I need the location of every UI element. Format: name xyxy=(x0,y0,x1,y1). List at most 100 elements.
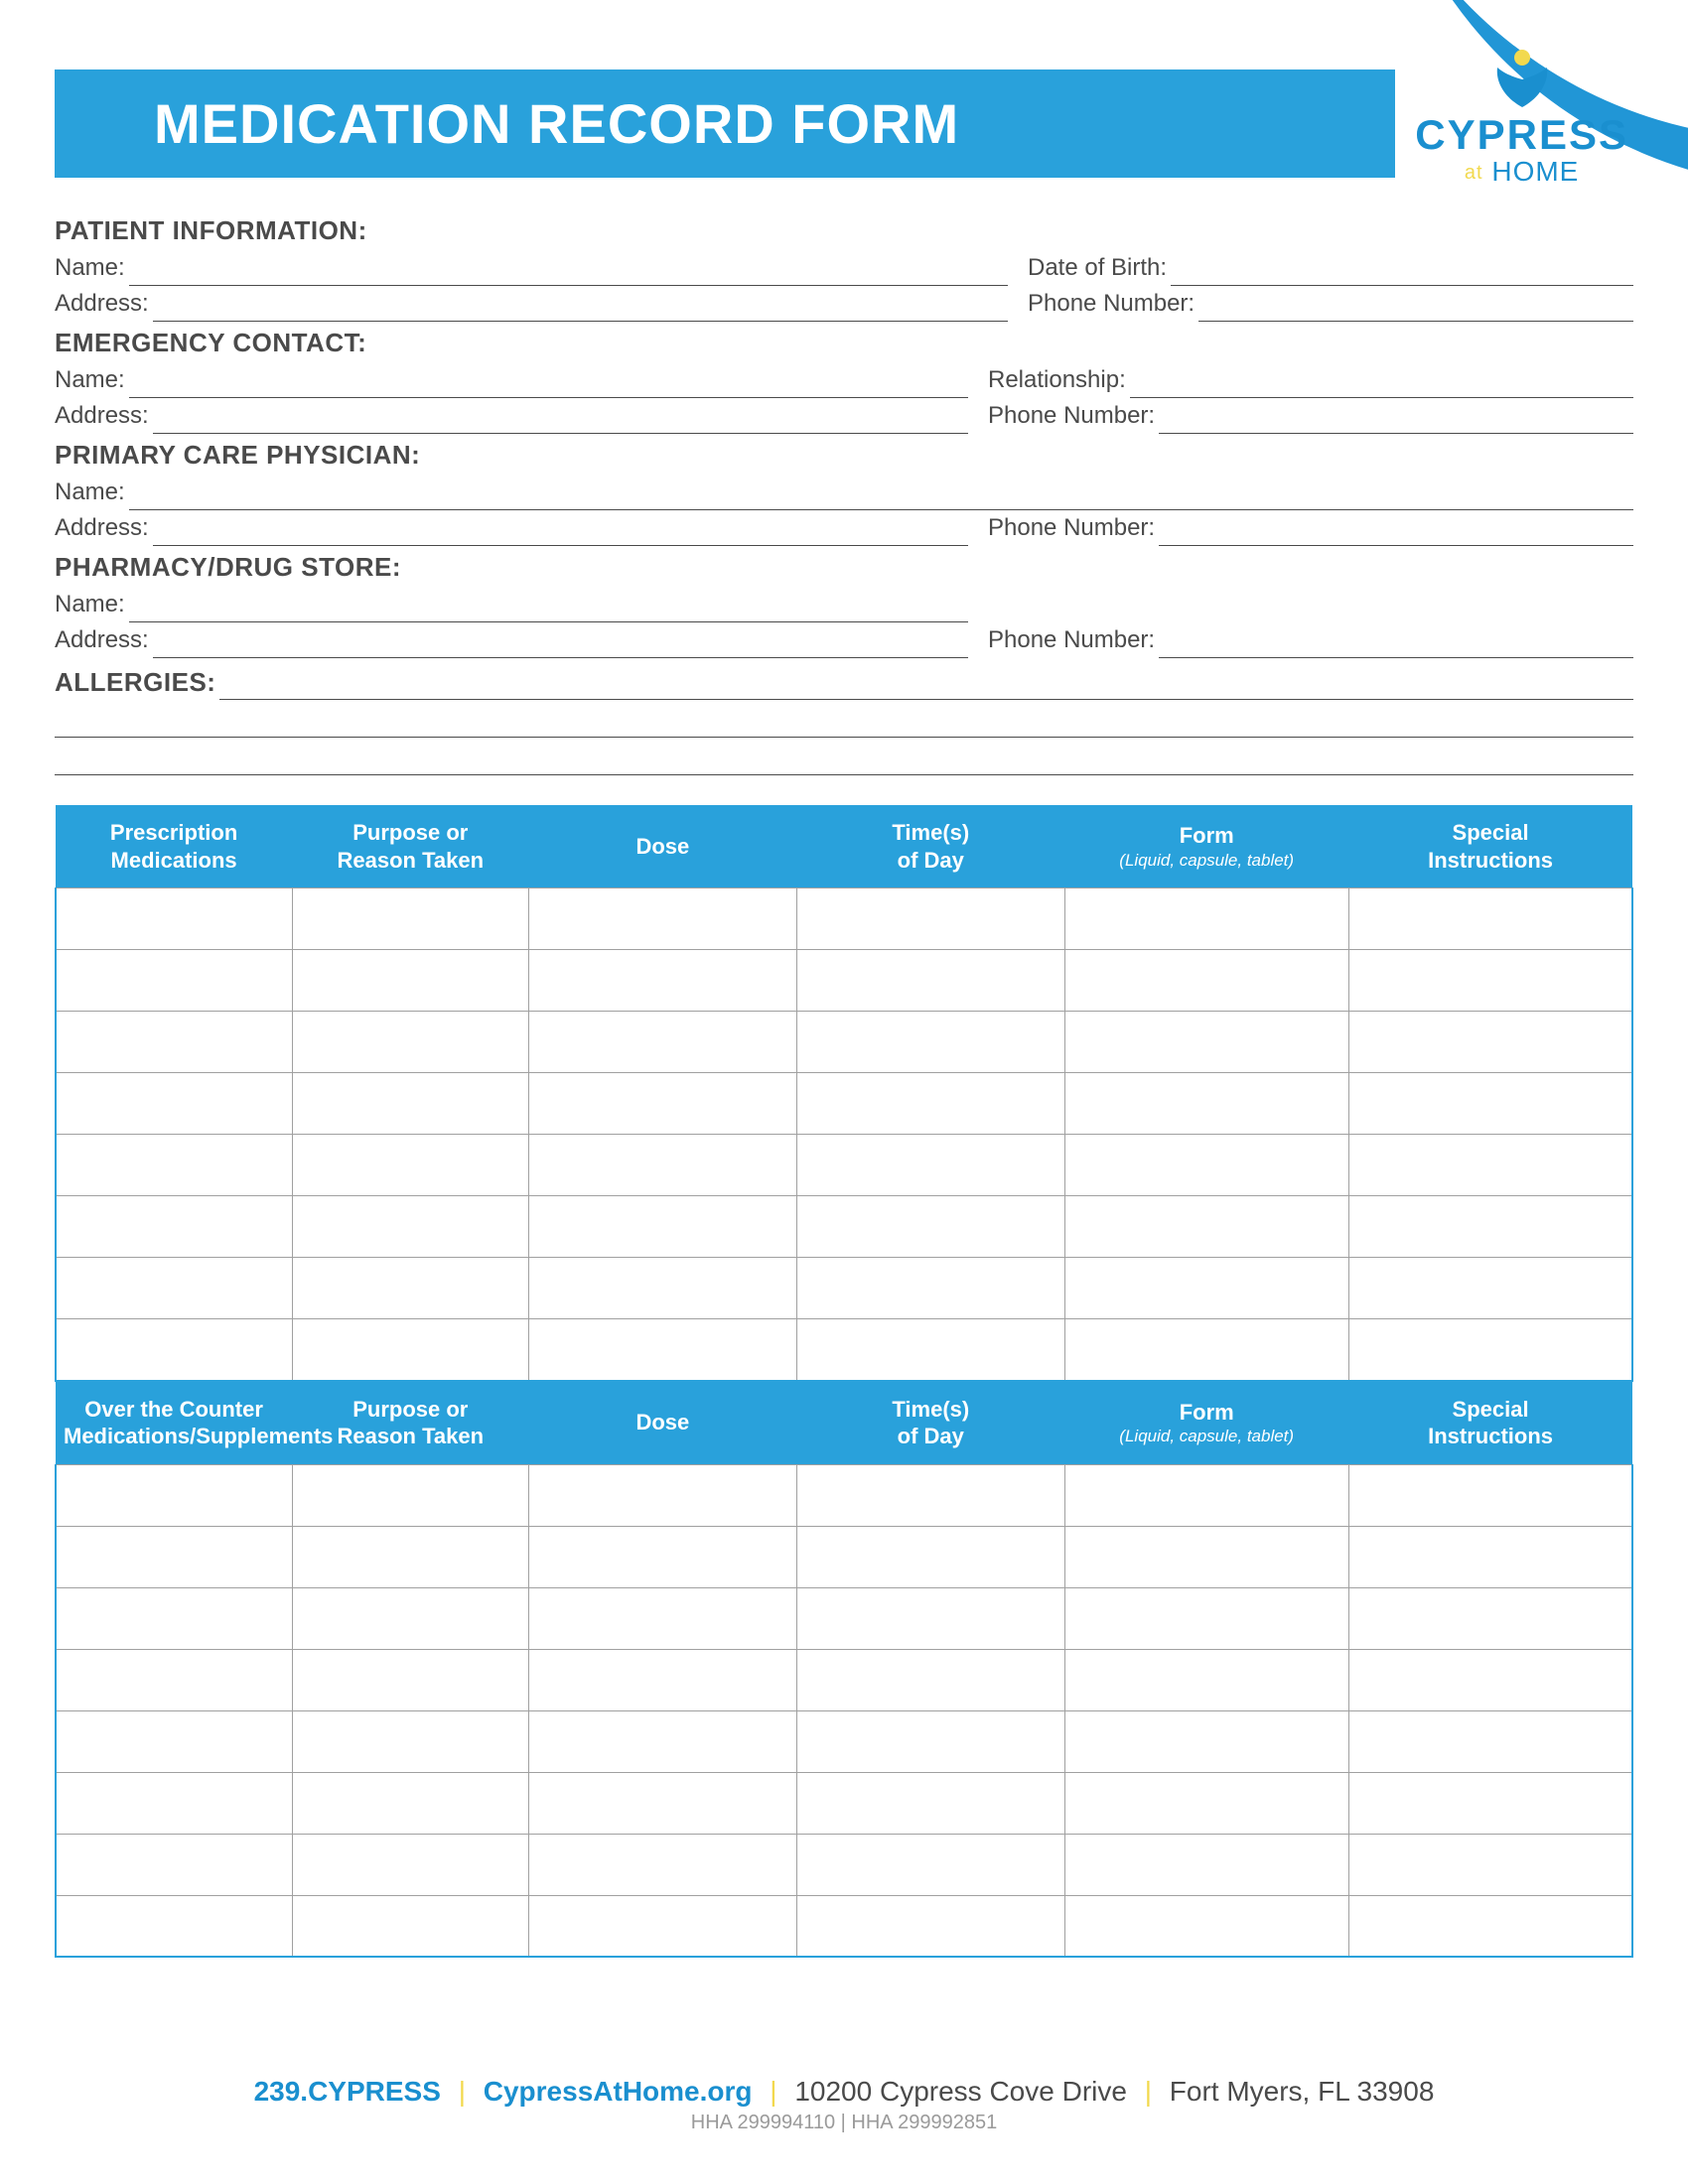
pharmacy-address-field[interactable]: Address: xyxy=(55,622,968,658)
emergency-name-field[interactable]: Name: xyxy=(55,362,968,398)
otc-cell[interactable] xyxy=(1064,1710,1348,1772)
otc-cell[interactable] xyxy=(292,1772,528,1834)
otc-cell[interactable] xyxy=(292,1526,528,1587)
otc-cell[interactable] xyxy=(528,1772,796,1834)
otc-cell[interactable] xyxy=(528,1526,796,1587)
prescription-cell[interactable] xyxy=(1348,1135,1632,1196)
otc-cell[interactable] xyxy=(56,1649,292,1710)
prescription-cell[interactable] xyxy=(528,1073,796,1135)
physician-address-field[interactable]: Address: xyxy=(55,510,968,546)
pharmacy-phone-field[interactable]: Phone Number: xyxy=(988,622,1633,658)
otc-cell[interactable] xyxy=(796,1895,1064,1957)
otc-cell[interactable] xyxy=(292,1710,528,1772)
prescription-cell[interactable] xyxy=(56,1135,292,1196)
prescription-cell[interactable] xyxy=(1064,1258,1348,1319)
otc-cell[interactable] xyxy=(1348,1526,1632,1587)
otc-cell[interactable] xyxy=(56,1710,292,1772)
patient-dob-field[interactable]: Date of Birth: xyxy=(1028,250,1633,286)
prescription-cell[interactable] xyxy=(292,950,528,1012)
otc-cell[interactable] xyxy=(292,1895,528,1957)
otc-cell[interactable] xyxy=(796,1710,1064,1772)
otc-cell[interactable] xyxy=(56,1464,292,1526)
prescription-cell[interactable] xyxy=(528,1196,796,1258)
prescription-cell[interactable] xyxy=(1348,1196,1632,1258)
allergies-field[interactable]: ALLERGIES: xyxy=(55,664,1633,700)
prescription-cell[interactable] xyxy=(1348,888,1632,950)
otc-cell[interactable] xyxy=(292,1587,528,1649)
prescription-cell[interactable] xyxy=(292,1073,528,1135)
prescription-cell[interactable] xyxy=(292,1258,528,1319)
otc-cell[interactable] xyxy=(1348,1587,1632,1649)
prescription-cell[interactable] xyxy=(528,950,796,1012)
otc-cell[interactable] xyxy=(1348,1895,1632,1957)
otc-cell[interactable] xyxy=(1064,1895,1348,1957)
prescription-cell[interactable] xyxy=(796,1012,1064,1073)
prescription-cell[interactable] xyxy=(56,888,292,950)
prescription-cell[interactable] xyxy=(528,1319,796,1381)
otc-cell[interactable] xyxy=(56,1772,292,1834)
prescription-cell[interactable] xyxy=(292,1012,528,1073)
prescription-cell[interactable] xyxy=(56,950,292,1012)
prescription-cell[interactable] xyxy=(1064,1073,1348,1135)
otc-cell[interactable] xyxy=(528,1587,796,1649)
prescription-cell[interactable] xyxy=(1348,950,1632,1012)
prescription-cell[interactable] xyxy=(796,1135,1064,1196)
prescription-cell[interactable] xyxy=(796,1073,1064,1135)
otc-cell[interactable] xyxy=(56,1587,292,1649)
otc-cell[interactable] xyxy=(1348,1710,1632,1772)
otc-cell[interactable] xyxy=(796,1526,1064,1587)
prescription-cell[interactable] xyxy=(1064,1135,1348,1196)
emergency-relationship-field[interactable]: Relationship: xyxy=(988,362,1633,398)
prescription-cell[interactable] xyxy=(1348,1319,1632,1381)
prescription-cell[interactable] xyxy=(528,1135,796,1196)
prescription-cell[interactable] xyxy=(292,1196,528,1258)
otc-cell[interactable] xyxy=(1064,1526,1348,1587)
prescription-cell[interactable] xyxy=(292,888,528,950)
pharmacy-name-field[interactable]: Name: xyxy=(55,587,968,622)
prescription-cell[interactable] xyxy=(1348,1073,1632,1135)
otc-cell[interactable] xyxy=(1064,1649,1348,1710)
otc-cell[interactable] xyxy=(1348,1772,1632,1834)
prescription-cell[interactable] xyxy=(1064,1196,1348,1258)
prescription-cell[interactable] xyxy=(56,1319,292,1381)
prescription-cell[interactable] xyxy=(56,1258,292,1319)
prescription-cell[interactable] xyxy=(1348,1012,1632,1073)
otc-cell[interactable] xyxy=(1348,1649,1632,1710)
otc-cell[interactable] xyxy=(796,1649,1064,1710)
prescription-cell[interactable] xyxy=(796,950,1064,1012)
otc-cell[interactable] xyxy=(528,1895,796,1957)
prescription-cell[interactable] xyxy=(1064,950,1348,1012)
patient-address-field[interactable]: Address: xyxy=(55,286,1008,322)
otc-cell[interactable] xyxy=(528,1649,796,1710)
physician-name-field[interactable]: Name: xyxy=(55,475,1633,510)
otc-cell[interactable] xyxy=(1064,1834,1348,1895)
emergency-phone-field[interactable]: Phone Number: xyxy=(988,398,1633,434)
prescription-cell[interactable] xyxy=(528,888,796,950)
otc-cell[interactable] xyxy=(292,1649,528,1710)
otc-cell[interactable] xyxy=(1064,1464,1348,1526)
prescription-cell[interactable] xyxy=(528,1012,796,1073)
prescription-cell[interactable] xyxy=(56,1196,292,1258)
otc-cell[interactable] xyxy=(56,1526,292,1587)
otc-cell[interactable] xyxy=(1064,1772,1348,1834)
prescription-cell[interactable] xyxy=(292,1319,528,1381)
prescription-cell[interactable] xyxy=(796,1319,1064,1381)
prescription-cell[interactable] xyxy=(1064,1012,1348,1073)
prescription-cell[interactable] xyxy=(1064,1319,1348,1381)
emergency-address-field[interactable]: Address: xyxy=(55,398,968,434)
allergies-line-3[interactable] xyxy=(55,740,1633,775)
patient-phone-field[interactable]: Phone Number: xyxy=(1028,286,1633,322)
prescription-cell[interactable] xyxy=(1064,888,1348,950)
allergies-line-2[interactable] xyxy=(55,702,1633,738)
otc-cell[interactable] xyxy=(292,1464,528,1526)
otc-cell[interactable] xyxy=(292,1834,528,1895)
otc-cell[interactable] xyxy=(56,1834,292,1895)
prescription-cell[interactable] xyxy=(796,888,1064,950)
physician-phone-field[interactable]: Phone Number: xyxy=(988,510,1633,546)
otc-cell[interactable] xyxy=(528,1710,796,1772)
prescription-cell[interactable] xyxy=(56,1073,292,1135)
otc-cell[interactable] xyxy=(796,1587,1064,1649)
patient-name-field[interactable]: Name: xyxy=(55,250,1008,286)
otc-cell[interactable] xyxy=(1348,1834,1632,1895)
prescription-cell[interactable] xyxy=(56,1012,292,1073)
